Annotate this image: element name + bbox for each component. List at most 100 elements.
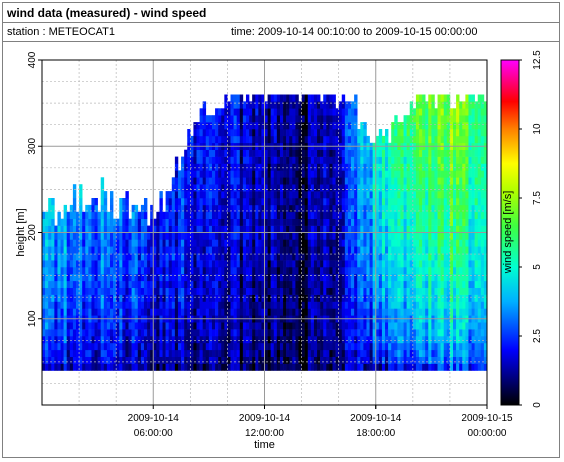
heatmap-cell (474, 253, 479, 261)
heatmap-cell (425, 115, 429, 123)
heatmap-cell (109, 191, 114, 199)
heatmap-cell (205, 211, 210, 219)
heatmap-cell (242, 260, 247, 268)
heatmap-cell (267, 122, 271, 130)
heatmap-cell (388, 170, 392, 178)
heatmap-cell (298, 184, 302, 192)
heatmap-cell (230, 225, 234, 233)
heatmap-cell (66, 308, 71, 316)
heatmap-cell (162, 267, 166, 275)
heatmap-cell (320, 260, 324, 268)
heatmap-cell (394, 267, 398, 275)
heatmap-cell (168, 211, 173, 219)
heatmap-cell (177, 253, 182, 261)
heatmap-cell (88, 211, 92, 219)
heatmap-cell (159, 225, 163, 233)
heatmap-cell (403, 239, 407, 247)
heatmap-cell (307, 308, 312, 316)
heatmap-cell (468, 253, 472, 261)
heatmap-cell (406, 204, 411, 213)
heatmap-cell (143, 308, 148, 316)
heatmap-cell (106, 294, 111, 302)
heatmap-cell (344, 363, 349, 371)
heatmap-cell (205, 329, 210, 337)
heatmap-cell (245, 287, 250, 295)
heatmap-cell (122, 246, 126, 254)
heatmap-cell (279, 135, 284, 144)
heatmap-cell (440, 356, 445, 364)
heatmap-cell (335, 122, 339, 130)
heatmap-cell (48, 253, 52, 261)
heatmap-cell (409, 349, 414, 357)
heatmap-cell (385, 170, 389, 178)
heatmap-cell (45, 218, 49, 226)
heatmap-cell (335, 211, 339, 219)
heatmap-cell (397, 246, 401, 254)
heatmap-cell (208, 280, 213, 288)
heatmap-cell (137, 218, 142, 226)
heatmap-cell (372, 301, 377, 309)
heatmap-cell (338, 246, 343, 254)
heatmap-cell (75, 342, 80, 351)
heatmap-cell (233, 225, 237, 233)
heatmap-cell (156, 329, 160, 337)
heatmap-cell (75, 280, 80, 288)
heatmap-cell (366, 246, 370, 254)
heatmap-cell (298, 177, 302, 185)
heatmap-cell (249, 287, 253, 295)
heatmap-cell (252, 246, 256, 254)
heatmap-cell (289, 287, 293, 295)
heatmap-cell (66, 273, 71, 282)
heatmap-cell (431, 260, 435, 268)
heatmap-cell (202, 280, 207, 288)
heatmap-cell (233, 191, 237, 199)
heatmap-cell (221, 211, 225, 219)
heatmap-cell (252, 280, 256, 288)
heatmap-cell (474, 177, 479, 185)
heatmap-cell (480, 204, 485, 213)
heatmap-cell (150, 356, 154, 364)
heatmap-cell (483, 349, 488, 357)
heatmap-cell (128, 294, 132, 302)
heatmap-cell (72, 211, 77, 219)
heatmap-cell (131, 267, 136, 275)
heatmap-cell (42, 267, 46, 275)
heatmap-cell (329, 225, 333, 233)
heatmap-cell (283, 108, 287, 116)
heatmap-cell (292, 329, 296, 337)
heatmap-cell (354, 280, 358, 288)
heatmap-cell (165, 287, 169, 295)
heatmap-cell (91, 322, 95, 330)
heatmap-cell (233, 218, 237, 226)
heatmap-cell (289, 322, 293, 330)
heatmap-cell (69, 260, 74, 268)
heatmap-cell (434, 260, 438, 268)
heatmap-cell (283, 204, 287, 213)
heatmap-cell (42, 322, 46, 330)
heatmap-cell (363, 156, 367, 164)
heatmap-cell (320, 336, 324, 344)
heatmap-cell (196, 260, 200, 268)
heatmap-cell (347, 301, 352, 309)
heatmap-cell (440, 253, 445, 261)
heatmap-cell (140, 301, 145, 309)
heatmap-cell (276, 204, 281, 213)
heatmap-cell (94, 198, 98, 206)
heatmap-cell (273, 329, 278, 337)
heatmap-cell (69, 322, 74, 330)
heatmap-cell (283, 273, 287, 282)
heatmap-cell (122, 267, 126, 275)
heatmap-cell (468, 115, 472, 123)
heatmap-cell (45, 287, 49, 295)
heatmap-cell (332, 225, 336, 233)
heatmap-cell (91, 198, 95, 206)
heatmap-cell (264, 115, 268, 123)
heatmap-cell (45, 301, 49, 309)
heatmap-cell (480, 239, 485, 247)
heatmap-cell (116, 308, 120, 316)
heatmap-cell (273, 184, 278, 192)
heatmap-cell (428, 163, 432, 171)
heatmap-cell (375, 287, 380, 295)
heatmap-cell (286, 349, 290, 357)
